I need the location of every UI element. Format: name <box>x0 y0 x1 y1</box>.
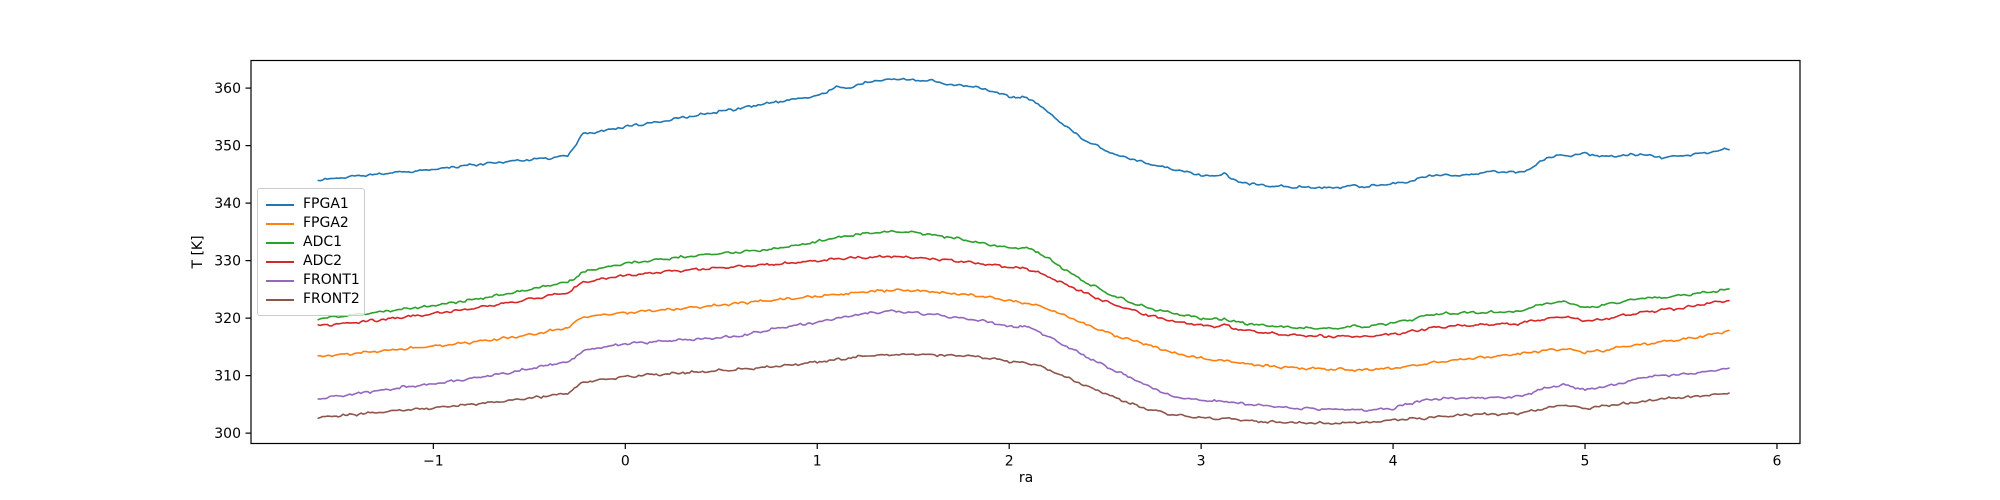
x-tick-label: 2 <box>1005 454 1014 470</box>
legend-entry-FPGA1: FPGA1 <box>266 195 356 214</box>
series-line-FRONT2 <box>317 353 1730 425</box>
legend-label: ADC2 <box>303 253 343 269</box>
x-tick-label: −1 <box>423 454 444 470</box>
legend-label: FRONT1 <box>303 272 360 288</box>
y-tick-label: 330 <box>214 254 241 270</box>
series-line-ADC1 <box>317 229 1730 330</box>
y-tick-label: 340 <box>214 196 241 212</box>
y-tick-label: 310 <box>214 369 241 385</box>
legend-label: ADC1 <box>303 234 343 250</box>
y-tick-label: 350 <box>214 139 241 155</box>
legend-line-swatch-ADC2 <box>266 260 294 263</box>
y-tick-label: 320 <box>214 311 241 327</box>
legend-line-swatch-FRONT1 <box>266 279 294 282</box>
series-line-ADC2 <box>317 254 1730 339</box>
x-tick-label: 1 <box>813 454 822 470</box>
legend-line-swatch-ADC1 <box>266 241 294 244</box>
x-tick-label: 4 <box>1389 454 1398 470</box>
legend-entry-ADC2: ADC2 <box>266 252 356 271</box>
legend-line-swatch-FPGA2 <box>266 222 294 225</box>
series-line-FPGA2 <box>317 288 1730 373</box>
legend-label: FPGA1 <box>303 196 349 212</box>
x-axis-label: ra <box>1018 470 1034 486</box>
y-tick-label: 300 <box>214 426 241 442</box>
legend-line-swatch-FPGA1 <box>266 203 294 206</box>
legend-entry-FRONT1: FRONT1 <box>266 271 360 290</box>
legend-entry-ADC1: ADC1 <box>266 233 356 252</box>
legend-entry-FPGA2: FPGA2 <box>266 214 356 233</box>
legend-entry-FRONT2: FRONT2 <box>266 290 360 309</box>
x-tick-label: 6 <box>1773 454 1782 470</box>
legend-label: FRONT2 <box>303 291 360 307</box>
y-tick-label: 360 <box>214 81 241 97</box>
y-axis-label: T [K] <box>190 235 206 269</box>
legend-line-swatch-FRONT2 <box>266 298 294 301</box>
x-tick-label: 0 <box>621 454 630 470</box>
legend: FPGA1 FPGA2 ADC1 ADC2 FRONT1 FRONT2 <box>257 188 365 316</box>
series-line-FRONT1 <box>317 309 1730 412</box>
series-line-FPGA1 <box>317 77 1730 190</box>
plot-border <box>250 59 1801 445</box>
x-tick-label: 3 <box>1197 454 1206 470</box>
x-tick-label: 5 <box>1581 454 1590 470</box>
legend-label: FPGA2 <box>303 215 349 231</box>
